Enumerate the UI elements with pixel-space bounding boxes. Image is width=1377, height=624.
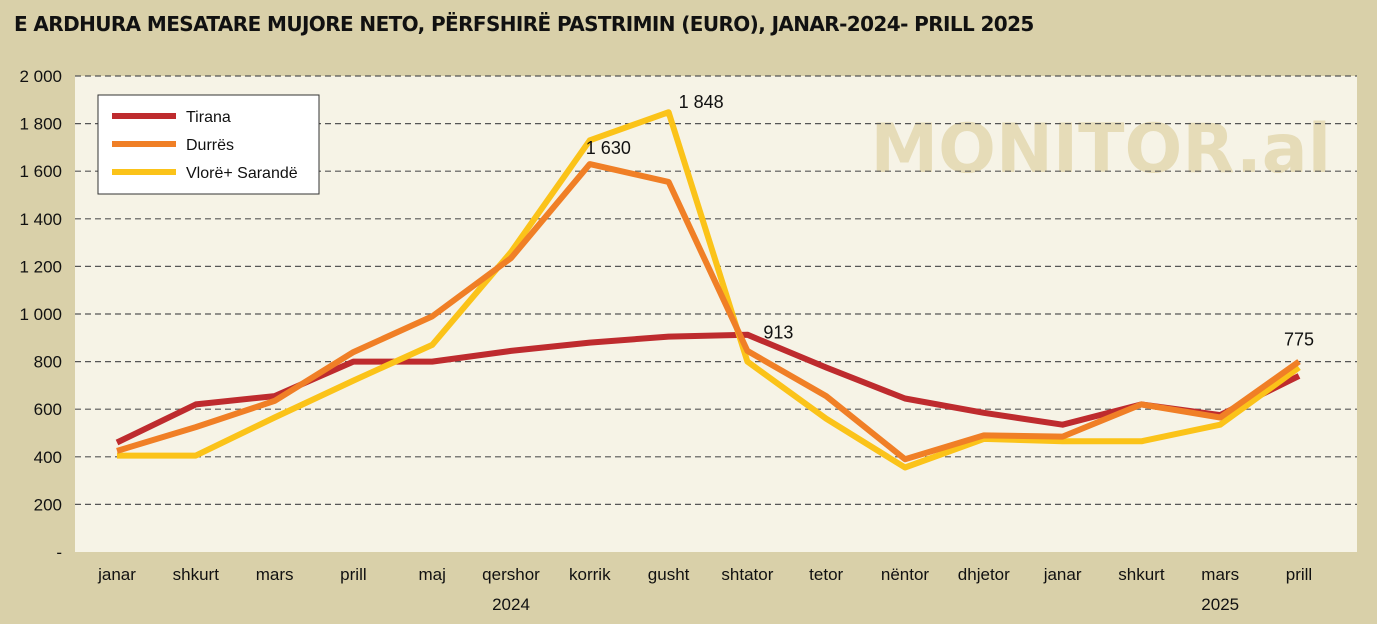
y-tick-label: 1 800 (19, 115, 62, 134)
y-tick-label: 600 (34, 400, 62, 419)
x-tick-label: dhjetor (958, 565, 1010, 584)
data-annotations: 1 630 1 848 913 775 (586, 92, 1314, 349)
x-tick-label: mars (1201, 565, 1239, 584)
x-year-label: 2025 (1201, 595, 1239, 614)
legend-label: Durrës (186, 137, 234, 154)
y-tick-label: 2 000 (19, 67, 62, 86)
y-tick-label: 1 400 (19, 210, 62, 229)
data-label: 1 630 (586, 138, 631, 158)
x-tick-label: shtator (721, 565, 773, 584)
series-line-1 (116, 161, 1301, 463)
data-label: 913 (763, 323, 793, 343)
x-tick-label: tetor (809, 565, 843, 584)
watermark: MONITOR.al (870, 110, 1331, 189)
x-tick-label: janar (97, 565, 136, 584)
x-tick-label: korrik (569, 565, 611, 584)
series-line-2 (117, 109, 1301, 471)
x-tick-label: qershor (482, 565, 540, 584)
y-tick-label: 200 (34, 495, 62, 514)
y-tick-label: 800 (34, 353, 62, 372)
x-tick-label: shkurt (173, 565, 220, 584)
data-label: 775 (1284, 330, 1314, 350)
y-tick-label: 400 (34, 448, 62, 467)
series-lines (115, 109, 1301, 471)
y-tick-label: 1 000 (19, 305, 62, 324)
y-tick-label: 1 600 (19, 162, 62, 181)
x-tick-label: janar (1043, 565, 1082, 584)
chart-title: E ARDHURA MESATARE MUJORE NETO, PËRFSHIR… (14, 12, 1034, 36)
x-tick-label: prill (340, 565, 366, 584)
legend-label: Vlorë+ Sarandë (186, 165, 298, 182)
x-tick-label: nëntor (881, 565, 930, 584)
y-tick-label: 1 200 (19, 257, 62, 276)
x-axis-ticks: janar shkurt mars prill maj qershor korrik gush… (97, 565, 1312, 614)
x-tick-label: prill (1286, 565, 1312, 584)
legend-label: Tirana (186, 109, 231, 126)
y-axis-ticks: - 200 400 600 800 1 000 1 200 1 400 1 600 1 800 2 … (19, 67, 62, 562)
x-tick-label: maj (418, 565, 445, 584)
y-tick-label: - (56, 543, 62, 562)
x-year-label: 2024 (492, 595, 530, 614)
data-label: 1 848 (679, 92, 724, 112)
x-tick-label: shkurt (1118, 565, 1165, 584)
x-tick-label: mars (256, 565, 294, 584)
x-tick-label: gusht (648, 565, 690, 584)
legend: Tirana Durrës Vlorë+ Sarandë (97, 94, 320, 195)
